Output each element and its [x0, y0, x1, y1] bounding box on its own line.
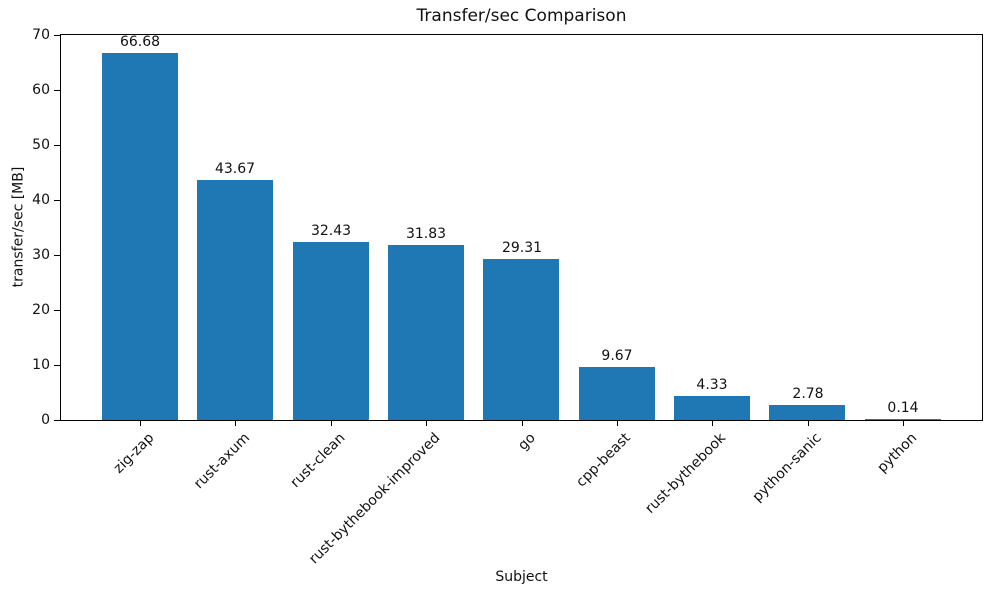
x-axis-tick [139, 421, 141, 426]
x-axis-label: Subject [495, 569, 548, 585]
x-axis-tick [425, 421, 427, 426]
y-axis-tick-label: 70 [32, 27, 50, 43]
x-axis-tick-label: rust-bythebook [642, 430, 730, 517]
bar-value-label: 2.78 [792, 386, 824, 402]
x-axis-tick-label: go [515, 430, 539, 454]
bar-value-label: 31.83 [405, 226, 447, 242]
bar [865, 419, 941, 420]
bar [388, 245, 464, 420]
x-axis-tick-label: rust-axum [190, 430, 253, 493]
x-axis-tick [330, 421, 332, 426]
y-axis-tick-label: 0 [41, 412, 50, 428]
bar-value-label: 43.67 [214, 161, 256, 177]
y-axis-tick-label: 40 [32, 192, 50, 208]
y-axis-label: transfer/sec [MB] [10, 166, 27, 288]
y-axis-tick-label: 30 [32, 247, 50, 263]
bar [674, 396, 750, 420]
y-axis-tick [54, 144, 60, 146]
bar-value-label: 32.43 [310, 223, 352, 239]
x-axis-tick [711, 421, 713, 426]
y-axis-tick [54, 89, 60, 91]
x-axis-tick-label: python-sanic [749, 430, 825, 506]
x-axis-tick-label: cpp-beast [573, 430, 635, 491]
y-axis-tick [54, 34, 60, 36]
bar [102, 53, 178, 420]
bar [483, 259, 559, 420]
bar-value-label: 66.68 [119, 34, 161, 50]
bar-value-label: 9.67 [601, 348, 633, 364]
y-axis-tick [54, 199, 60, 201]
y-axis-tick [54, 419, 60, 421]
x-axis-tick-label: python [874, 430, 921, 476]
bar [197, 180, 273, 420]
chart-title: Transfer/sec Comparison [416, 6, 627, 26]
x-axis-tick [807, 421, 809, 426]
y-axis-tick-label: 20 [32, 302, 50, 318]
y-axis-tick-label: 10 [32, 357, 50, 373]
bar [769, 405, 845, 420]
y-axis-tick-label: 50 [32, 137, 50, 153]
bar [293, 242, 369, 420]
bar [579, 367, 655, 420]
x-axis-tick [521, 421, 523, 426]
x-axis-tick [902, 421, 904, 426]
x-axis-tick [616, 421, 618, 426]
y-axis-tick [54, 309, 60, 311]
bar-value-label: 29.31 [501, 240, 543, 256]
y-axis-tick [54, 254, 60, 256]
x-axis-tick-label: zig-zap [110, 430, 158, 477]
x-axis-tick [234, 421, 236, 426]
x-axis-tick-label: rust-clean [287, 430, 349, 491]
y-axis-tick-label: 60 [32, 82, 50, 98]
bar-value-label: 4.33 [696, 377, 728, 393]
bar-value-label: 0.14 [887, 400, 919, 416]
y-axis-tick [54, 364, 60, 366]
